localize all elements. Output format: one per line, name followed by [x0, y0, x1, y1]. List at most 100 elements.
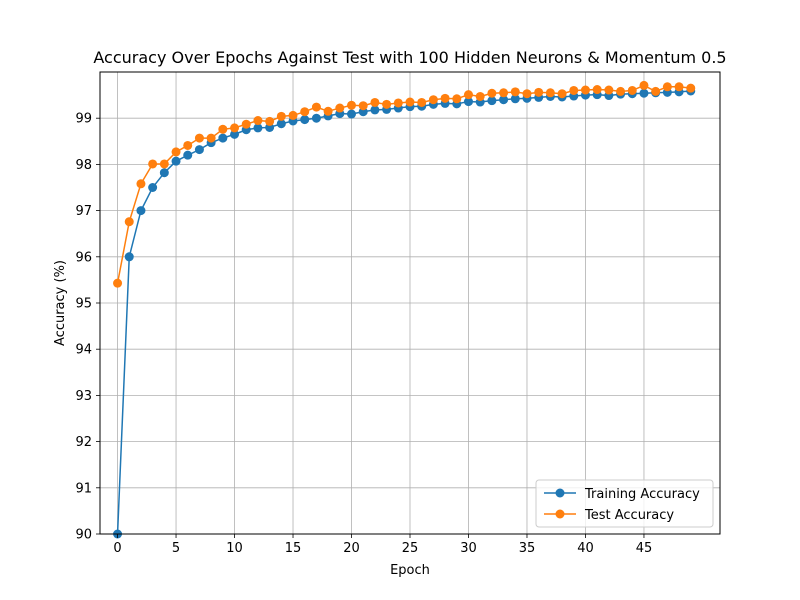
tick-layer: 0 5 10 15 20 25 30 35 40 45 90 91 92 93 94 95 96 97 98 99	[75, 112, 652, 556]
x-tick-label: 30	[460, 541, 477, 556]
training-accuracy-point	[253, 123, 263, 133]
test-accuracy-point	[569, 85, 579, 95]
test-accuracy-point	[604, 85, 614, 95]
test-accuracy-point	[487, 88, 497, 98]
test-accuracy-point	[148, 159, 158, 169]
test-accuracy-point	[463, 90, 473, 100]
x-tick-label: 25	[402, 541, 419, 556]
x-tick-label: 5	[172, 541, 180, 556]
test-accuracy-point	[347, 100, 357, 110]
test-accuracy-point	[311, 102, 321, 112]
training-accuracy-point	[347, 109, 357, 119]
test-accuracy-point	[358, 101, 368, 111]
y-tick-label: 90	[75, 528, 92, 543]
legend: Training Accuracy Test Accuracy	[535, 479, 714, 528]
training-accuracy-point	[171, 156, 181, 166]
test-accuracy-point	[580, 85, 590, 95]
training-accuracy-point	[218, 133, 228, 143]
training-accuracy-point	[639, 88, 649, 98]
y-tick-label: 97	[75, 204, 92, 219]
test-accuracy-point	[510, 87, 520, 97]
training-accuracy-point	[487, 96, 497, 106]
test-accuracy-point	[616, 86, 626, 96]
test-accuracy-point	[253, 116, 263, 126]
test-accuracy-point	[522, 89, 532, 99]
test-accuracy-point	[206, 133, 216, 143]
training-accuracy-point	[148, 183, 158, 192]
test-accuracy-point	[218, 124, 228, 134]
training-accuracy-point	[230, 129, 240, 139]
test-accuracy-point	[276, 111, 286, 121]
x-tick-label: 40	[577, 541, 594, 556]
y-tick-label: 92	[75, 435, 92, 450]
legend-test-label: Test Accuracy	[584, 508, 674, 523]
x-axis-label: Epoch	[390, 563, 430, 578]
training-accuracy-point	[136, 206, 146, 216]
y-tick-label: 96	[75, 250, 92, 265]
grid-layer	[100, 72, 720, 535]
series-layer	[113, 80, 696, 539]
x-tick-label: 45	[636, 541, 653, 556]
test-accuracy-point	[545, 88, 555, 98]
test-accuracy-point	[230, 123, 240, 133]
test-accuracy-point	[183, 140, 193, 150]
test-accuracy-point	[662, 82, 672, 92]
test-accuracy-point	[323, 106, 333, 116]
training-accuracy-point	[276, 119, 286, 129]
legend-training-label: Training Accuracy	[584, 487, 700, 502]
legend-box	[535, 479, 714, 528]
training-accuracy-point	[159, 168, 169, 178]
x-tick-label: 10	[226, 541, 243, 556]
test-accuracy-point	[382, 99, 392, 109]
training-accuracy-point	[499, 95, 509, 105]
test-accuracy-point	[417, 97, 427, 107]
y-axis-label: Accuracy (%)	[53, 260, 68, 346]
test-accuracy-point	[686, 83, 696, 93]
x-tick-label: 20	[343, 541, 360, 556]
training-accuracy-point	[194, 145, 204, 155]
test-accuracy-point	[300, 107, 310, 117]
y-tick-label: 93	[75, 389, 92, 404]
test-accuracy-point	[639, 80, 649, 90]
training-accuracy-point	[370, 105, 380, 115]
test-accuracy-point	[674, 82, 684, 92]
test-accuracy-point	[159, 159, 169, 169]
test-accuracy-point	[440, 93, 450, 103]
chart-title: Accuracy Over Epochs Against Test with 1…	[93, 48, 726, 67]
test-accuracy-point	[370, 97, 380, 107]
test-accuracy-point	[171, 147, 181, 157]
test-accuracy-point	[475, 91, 485, 101]
y-tick-label: 99	[75, 112, 92, 127]
training-accuracy-point	[463, 97, 473, 107]
test-accuracy-point	[499, 88, 509, 98]
test-accuracy-point	[627, 85, 637, 95]
legend-training-marker	[555, 488, 565, 498]
test-accuracy-point	[113, 278, 123, 288]
test-accuracy-point	[428, 95, 438, 105]
training-accuracy-point	[510, 94, 520, 104]
y-tick-label: 98	[75, 158, 92, 173]
training-accuracy-point	[124, 252, 134, 262]
training-accuracy-point	[183, 150, 193, 160]
test-accuracy-point	[136, 179, 146, 189]
test-accuracy-point	[452, 94, 462, 104]
test-accuracy-point	[288, 110, 298, 120]
test-accuracy-point	[265, 116, 275, 126]
test-accuracy-point	[651, 86, 661, 96]
test-accuracy-point	[534, 87, 544, 97]
test-accuracy-point	[241, 119, 251, 129]
test-accuracy-point	[592, 85, 602, 95]
y-tick-label: 94	[75, 343, 92, 358]
test-accuracy-point	[194, 133, 204, 143]
x-tick-label: 35	[519, 541, 536, 556]
y-tick-label: 91	[75, 481, 92, 496]
training-accuracy-point	[311, 113, 321, 123]
test-accuracy-point	[124, 217, 134, 227]
training-accuracy-point	[300, 115, 310, 125]
x-tick-label: 0	[113, 541, 121, 556]
test-accuracy-point	[405, 97, 415, 107]
test-accuracy-point	[393, 98, 403, 108]
test-accuracy-point	[557, 89, 567, 99]
x-tick-label: 15	[285, 541, 302, 556]
